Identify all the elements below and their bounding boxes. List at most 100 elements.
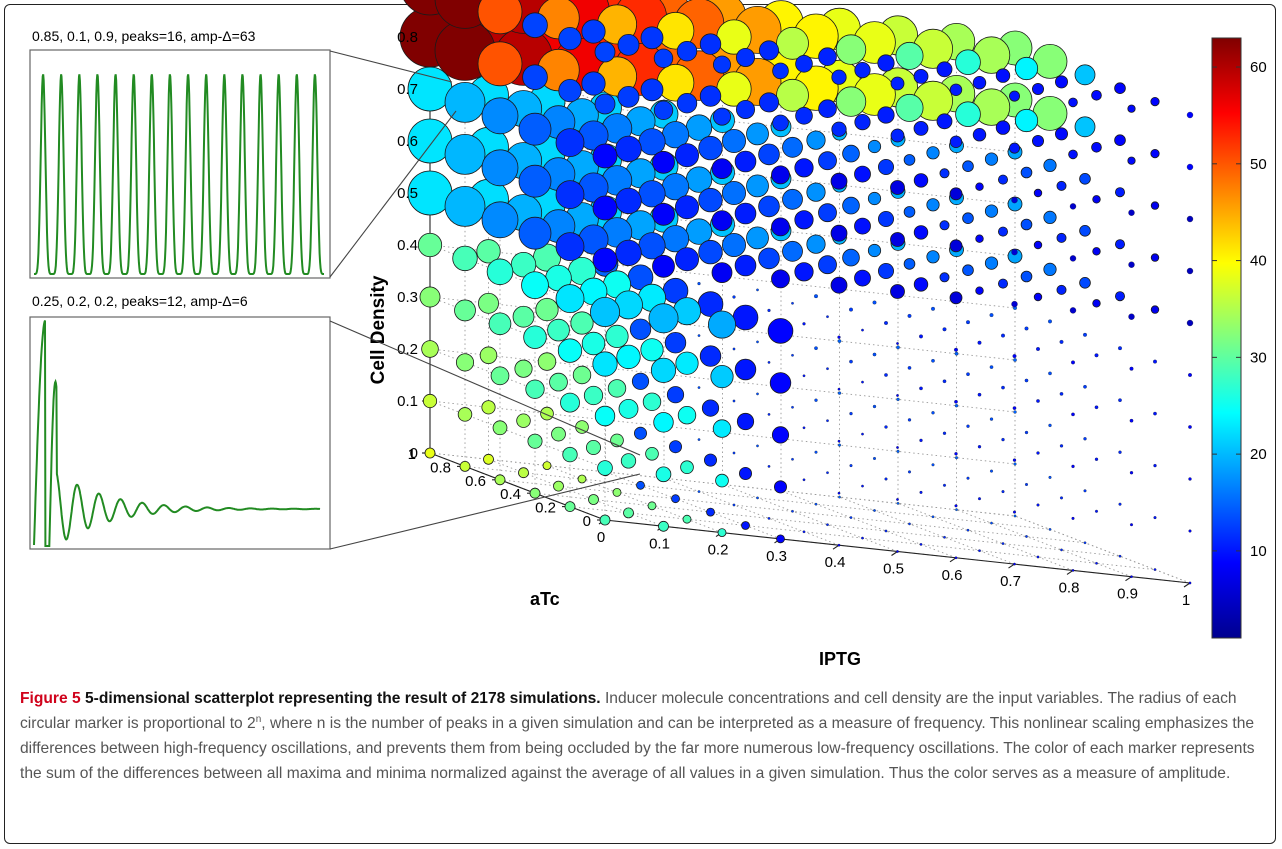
y-tick-label: 0.8 bbox=[430, 459, 451, 476]
data-point bbox=[913, 225, 929, 240]
data-point bbox=[814, 294, 818, 299]
data-point bbox=[795, 107, 813, 125]
x-tick-label: 0.5 bbox=[883, 561, 904, 578]
data-point bbox=[942, 431, 947, 435]
data-point bbox=[1001, 490, 1005, 494]
data-point bbox=[931, 306, 935, 311]
data-point bbox=[1055, 127, 1069, 141]
data-point bbox=[954, 404, 959, 408]
data-point bbox=[522, 64, 548, 90]
x-tick-label: 0.6 bbox=[942, 567, 963, 584]
grid-line-floor-x bbox=[780, 490, 957, 559]
data-point bbox=[873, 456, 877, 460]
x-axis-label: IPTG bbox=[819, 649, 861, 669]
data-point bbox=[734, 254, 757, 277]
data-point bbox=[645, 446, 659, 461]
data-point bbox=[998, 278, 1009, 289]
data-point bbox=[732, 347, 736, 351]
data-point bbox=[942, 379, 947, 384]
data-point bbox=[1013, 358, 1017, 362]
data-point bbox=[756, 340, 759, 344]
data-point bbox=[1024, 430, 1029, 435]
data-point bbox=[814, 502, 818, 506]
colorbar: 10 20 30 40 50 60 bbox=[1211, 37, 1267, 639]
data-point bbox=[1068, 149, 1078, 160]
data-point bbox=[782, 240, 803, 262]
data-point bbox=[490, 366, 510, 386]
data-point bbox=[710, 364, 734, 389]
caption-title: 5-dimensional scatterplot representing t… bbox=[85, 690, 467, 707]
data-point bbox=[634, 426, 648, 440]
data-point bbox=[558, 26, 582, 51]
data-point bbox=[954, 351, 959, 356]
inset-bottom-trace bbox=[33, 320, 321, 547]
data-point bbox=[594, 405, 616, 427]
data-point bbox=[962, 160, 974, 173]
data-point bbox=[1071, 360, 1075, 365]
data-point bbox=[1130, 523, 1134, 527]
data-point bbox=[1060, 548, 1063, 552]
data-point bbox=[736, 412, 755, 431]
grid-line-floor-x bbox=[897, 502, 1074, 571]
data-point bbox=[831, 121, 847, 137]
data-point bbox=[555, 284, 585, 314]
caption-text-2: , where n is the number of peaks in a gi… bbox=[20, 715, 1255, 782]
data-point bbox=[1118, 398, 1122, 403]
data-point bbox=[444, 185, 486, 227]
data-point bbox=[782, 188, 803, 210]
scatterplot-3d: Cell Density aTc IPTG 0 0.1 0.2 0.3 0.4 0.5 0.… bbox=[29, 0, 1267, 669]
z-tick-label: 0.7 bbox=[397, 81, 418, 98]
data-point bbox=[771, 217, 790, 237]
data-point bbox=[1055, 75, 1069, 89]
data-point bbox=[664, 332, 687, 354]
data-point bbox=[652, 202, 675, 226]
data-point bbox=[607, 379, 627, 398]
data-point bbox=[594, 93, 616, 115]
data-point bbox=[1048, 528, 1052, 531]
data-point bbox=[713, 107, 732, 126]
data-point bbox=[802, 322, 806, 326]
data-point bbox=[1071, 464, 1075, 469]
data-point bbox=[1014, 108, 1039, 133]
data-point bbox=[837, 439, 841, 443]
data-point bbox=[1186, 215, 1194, 223]
data-point bbox=[867, 243, 882, 258]
data-point bbox=[791, 457, 794, 461]
data-point bbox=[767, 413, 771, 416]
data-point bbox=[802, 374, 806, 378]
data-point bbox=[680, 460, 694, 475]
data-point bbox=[759, 40, 780, 61]
inset-top-trace bbox=[34, 74, 324, 275]
data-point bbox=[1095, 509, 1099, 513]
data-point bbox=[746, 226, 769, 250]
data-point bbox=[476, 239, 501, 264]
data-point bbox=[477, 41, 523, 87]
grid-line-floor-x bbox=[956, 509, 1132, 578]
data-point bbox=[1188, 581, 1192, 585]
data-point bbox=[518, 216, 552, 250]
data-point bbox=[647, 501, 657, 511]
data-point bbox=[592, 143, 618, 169]
data-point bbox=[867, 139, 882, 154]
data-point bbox=[732, 304, 759, 331]
data-point bbox=[903, 206, 916, 218]
data-point bbox=[939, 220, 950, 231]
data-point bbox=[837, 387, 841, 391]
data-point bbox=[540, 406, 554, 421]
data-point bbox=[1013, 510, 1017, 514]
data-point bbox=[1129, 366, 1134, 371]
data-point bbox=[926, 146, 940, 160]
data-point bbox=[884, 477, 888, 481]
data-point bbox=[1071, 569, 1075, 572]
data-point bbox=[1127, 156, 1136, 165]
data-point bbox=[791, 509, 794, 513]
grid-line-floor-x bbox=[722, 484, 898, 552]
data-point bbox=[890, 180, 905, 195]
data-point bbox=[617, 34, 640, 56]
data-point bbox=[1001, 542, 1005, 545]
connector-bottom-1 bbox=[329, 320, 641, 456]
data-point bbox=[1153, 359, 1157, 364]
data-point bbox=[872, 404, 877, 409]
data-point bbox=[478, 292, 499, 314]
data-point bbox=[1001, 333, 1005, 338]
